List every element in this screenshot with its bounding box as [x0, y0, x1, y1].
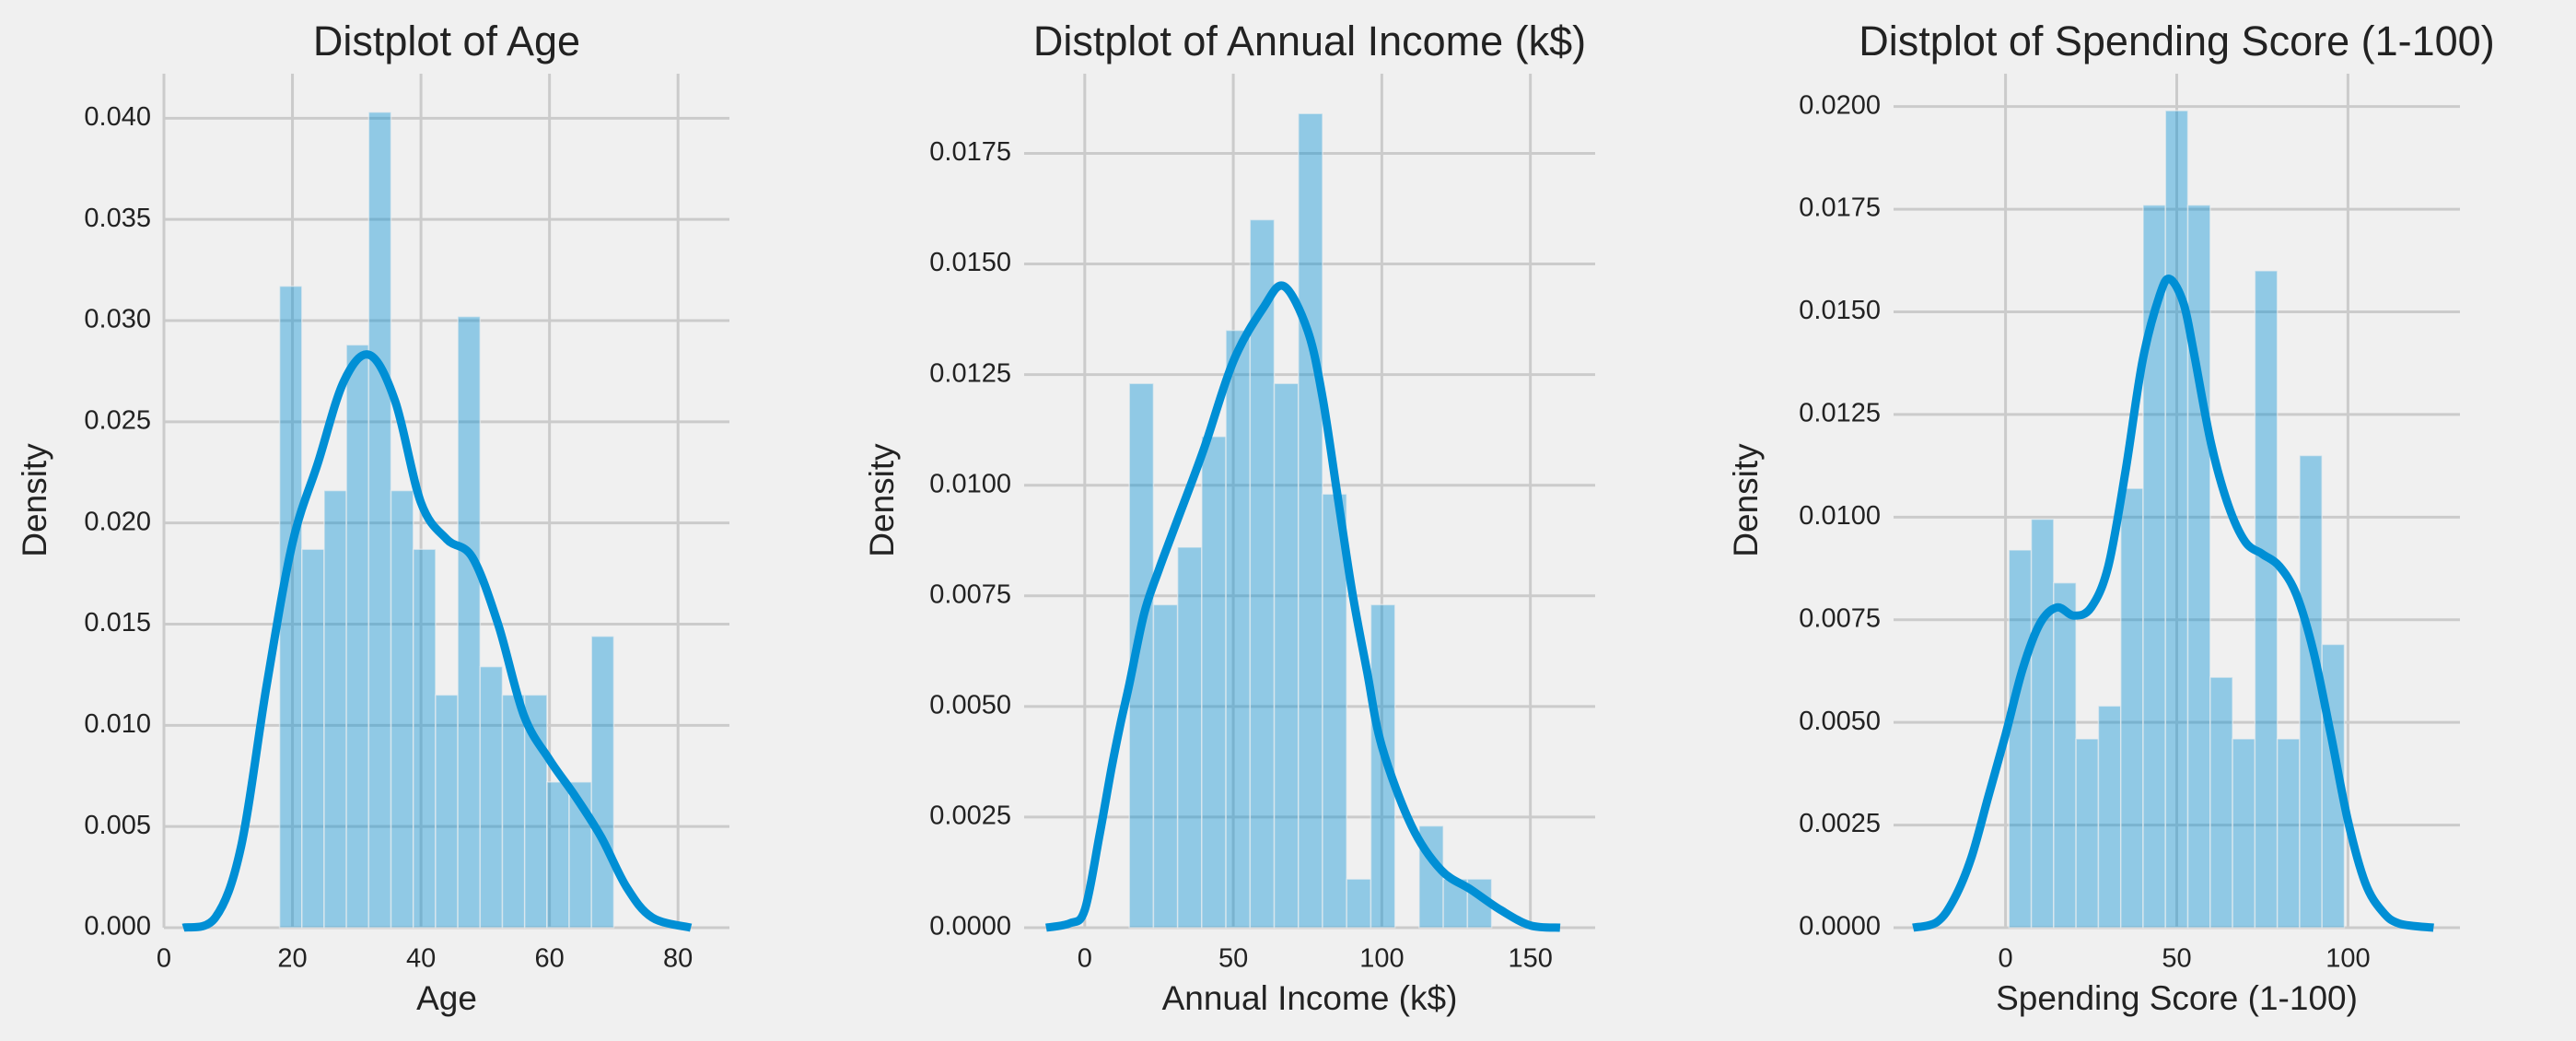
x-axis-label: Annual Income (k$)	[1162, 979, 1458, 1017]
y-tick-label: 0.040	[84, 102, 151, 132]
histogram-bar	[367, 111, 392, 929]
histogram-bar	[1176, 546, 1203, 929]
subplot-title: Distplot of Annual Income (k$)	[1033, 18, 1586, 64]
histogram-bar	[345, 344, 370, 929]
histogram-bar	[1273, 382, 1300, 929]
x-tick-label: 40	[406, 944, 436, 974]
histogram-bar	[301, 548, 325, 929]
histogram-bar	[2119, 487, 2144, 929]
y-axis-label: Density	[1727, 443, 1765, 557]
y-tick-label: 0.030	[84, 305, 151, 334]
y-tick-label: 0.005	[84, 811, 151, 840]
y-tick-label: 0.035	[84, 204, 151, 233]
y-tick-label: 0.0175	[1799, 193, 1881, 223]
y-tick-label: 0.000	[84, 912, 151, 942]
x-tick-label: 50	[2162, 944, 2191, 974]
histogram-bar	[2008, 549, 2033, 929]
histogram-bar	[2276, 738, 2301, 929]
y-tick-label: 0.0025	[1799, 809, 1881, 838]
y-tick-label: 0.0200	[1799, 90, 1881, 120]
histogram-bar	[412, 548, 437, 929]
x-tick-label: 0	[1078, 944, 1092, 974]
histogram-bar	[1346, 878, 1372, 929]
x-axis-label: Age	[416, 979, 477, 1017]
histogram-bar	[2254, 270, 2279, 929]
x-tick-label: 100	[1359, 944, 1404, 974]
y-tick-label: 0.0025	[929, 801, 1011, 831]
histogram-bar	[2053, 581, 2077, 929]
subplot-title: Distplot of Spending Score (1-100)	[1859, 18, 2494, 64]
y-tick-label: 0.0050	[1799, 707, 1881, 736]
y-tick-label: 0.010	[84, 709, 151, 739]
y-tick-label: 0.0125	[929, 358, 1011, 388]
histogram-bar	[1322, 493, 1347, 929]
histogram-bar	[2232, 738, 2256, 929]
histogram-bar	[546, 781, 570, 929]
histogram-bar	[1152, 603, 1179, 929]
histogram-bar	[2075, 738, 2100, 929]
histogram-bar	[2030, 518, 2055, 929]
histogram-bar	[2209, 676, 2233, 929]
histogram-bar	[390, 489, 414, 929]
histogram-bar	[1201, 436, 1227, 929]
y-tick-label: 0.0100	[929, 469, 1011, 498]
x-tick-label: 50	[1218, 944, 1248, 974]
subplot-title: Distplot of Age	[313, 18, 580, 64]
x-tick-label: 0	[1999, 944, 2013, 974]
y-tick-label: 0.0050	[929, 691, 1011, 720]
y-tick-label: 0.0075	[929, 579, 1011, 609]
kde-line	[1045, 281, 1561, 932]
kde-line	[1912, 275, 2434, 932]
histogram-bar	[2186, 204, 2211, 929]
histogram-bar	[479, 665, 504, 929]
histogram-bar	[501, 694, 526, 929]
y-tick-label: 0.0175	[929, 137, 1011, 167]
y-tick-label: 0.0125	[1799, 399, 1881, 428]
histogram-bar	[2164, 110, 2189, 929]
x-tick-label: 20	[277, 944, 307, 974]
y-tick-label: 0.025	[84, 405, 151, 435]
x-tick-label: 80	[663, 944, 693, 974]
subplot-2: 0.0000 0.0025 0.0050 0.0075 0.0100 0.0125 0.01…	[863, 18, 1595, 1017]
subplot-1: 0.000 0.005 0.010 0.015 0.020 0.025 0.030 0.035…	[16, 18, 729, 1017]
x-tick-label: 100	[2325, 944, 2370, 974]
subplot-3: 0.0000 0.0025 0.0050 0.0075 0.0100 0.0125 0.01…	[1727, 18, 2495, 1017]
x-tick-label: 150	[1508, 944, 1552, 974]
histogram-bar	[457, 315, 482, 929]
y-tick-label: 0.0075	[1799, 603, 1881, 633]
y-tick-label: 0.020	[84, 507, 151, 536]
y-tick-label: 0.0000	[1799, 912, 1881, 942]
y-tick-label: 0.015	[84, 608, 151, 637]
x-tick-label: 0	[157, 944, 171, 974]
y-tick-label: 0.0150	[1799, 296, 1881, 325]
x-tick-label: 60	[535, 944, 565, 974]
y-tick-label: 0.0000	[929, 912, 1011, 942]
histogram-bar	[1298, 112, 1323, 929]
histogram-bar	[2097, 705, 2122, 929]
y-tick-label: 0.0100	[1799, 501, 1881, 531]
x-axis-label: Spending Score (1-100)	[1996, 979, 2358, 1017]
y-axis-label: Density	[863, 443, 901, 557]
y-axis-label: Density	[16, 443, 53, 557]
histogram-bar	[435, 694, 459, 929]
kde-line	[181, 350, 693, 932]
histogram-bar	[590, 635, 615, 929]
histogram-bar	[1225, 329, 1252, 929]
y-tick-label: 0.0150	[929, 248, 1011, 277]
histogram-bar	[323, 489, 347, 929]
